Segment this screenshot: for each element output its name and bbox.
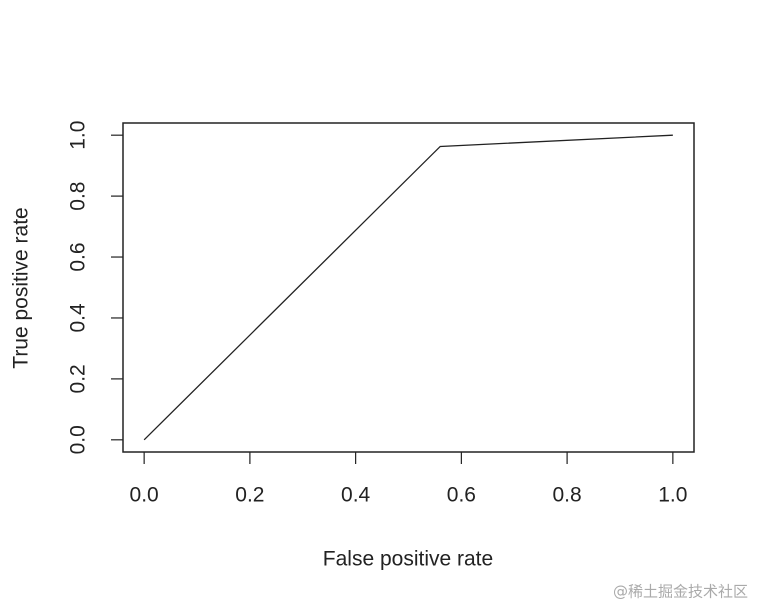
x-tick-label: 0.2 xyxy=(235,484,264,507)
y-tick-label: 0.4 xyxy=(67,303,90,333)
y-tick-label: 0.8 xyxy=(67,182,90,211)
y-tick-label: 1.0 xyxy=(67,121,90,150)
y-tick-label: 0.6 xyxy=(67,242,90,271)
x-tick-label: 0.0 xyxy=(130,484,159,507)
watermark: @稀土掘金技术社区 xyxy=(613,583,748,601)
y-tick-label: 0.0 xyxy=(67,425,90,454)
y-axis-label: True positive rate xyxy=(10,207,33,368)
x-tick-label: 0.8 xyxy=(553,484,582,507)
plot-box xyxy=(122,122,695,453)
x-tick-label: 1.0 xyxy=(658,484,687,507)
x-tick-label: 0.6 xyxy=(447,484,476,507)
y-tick-label: 0.2 xyxy=(67,364,90,393)
roc-line xyxy=(143,134,673,441)
x-axis-label: False positive rate xyxy=(323,548,493,571)
x-tick-label: 0.4 xyxy=(341,484,371,507)
